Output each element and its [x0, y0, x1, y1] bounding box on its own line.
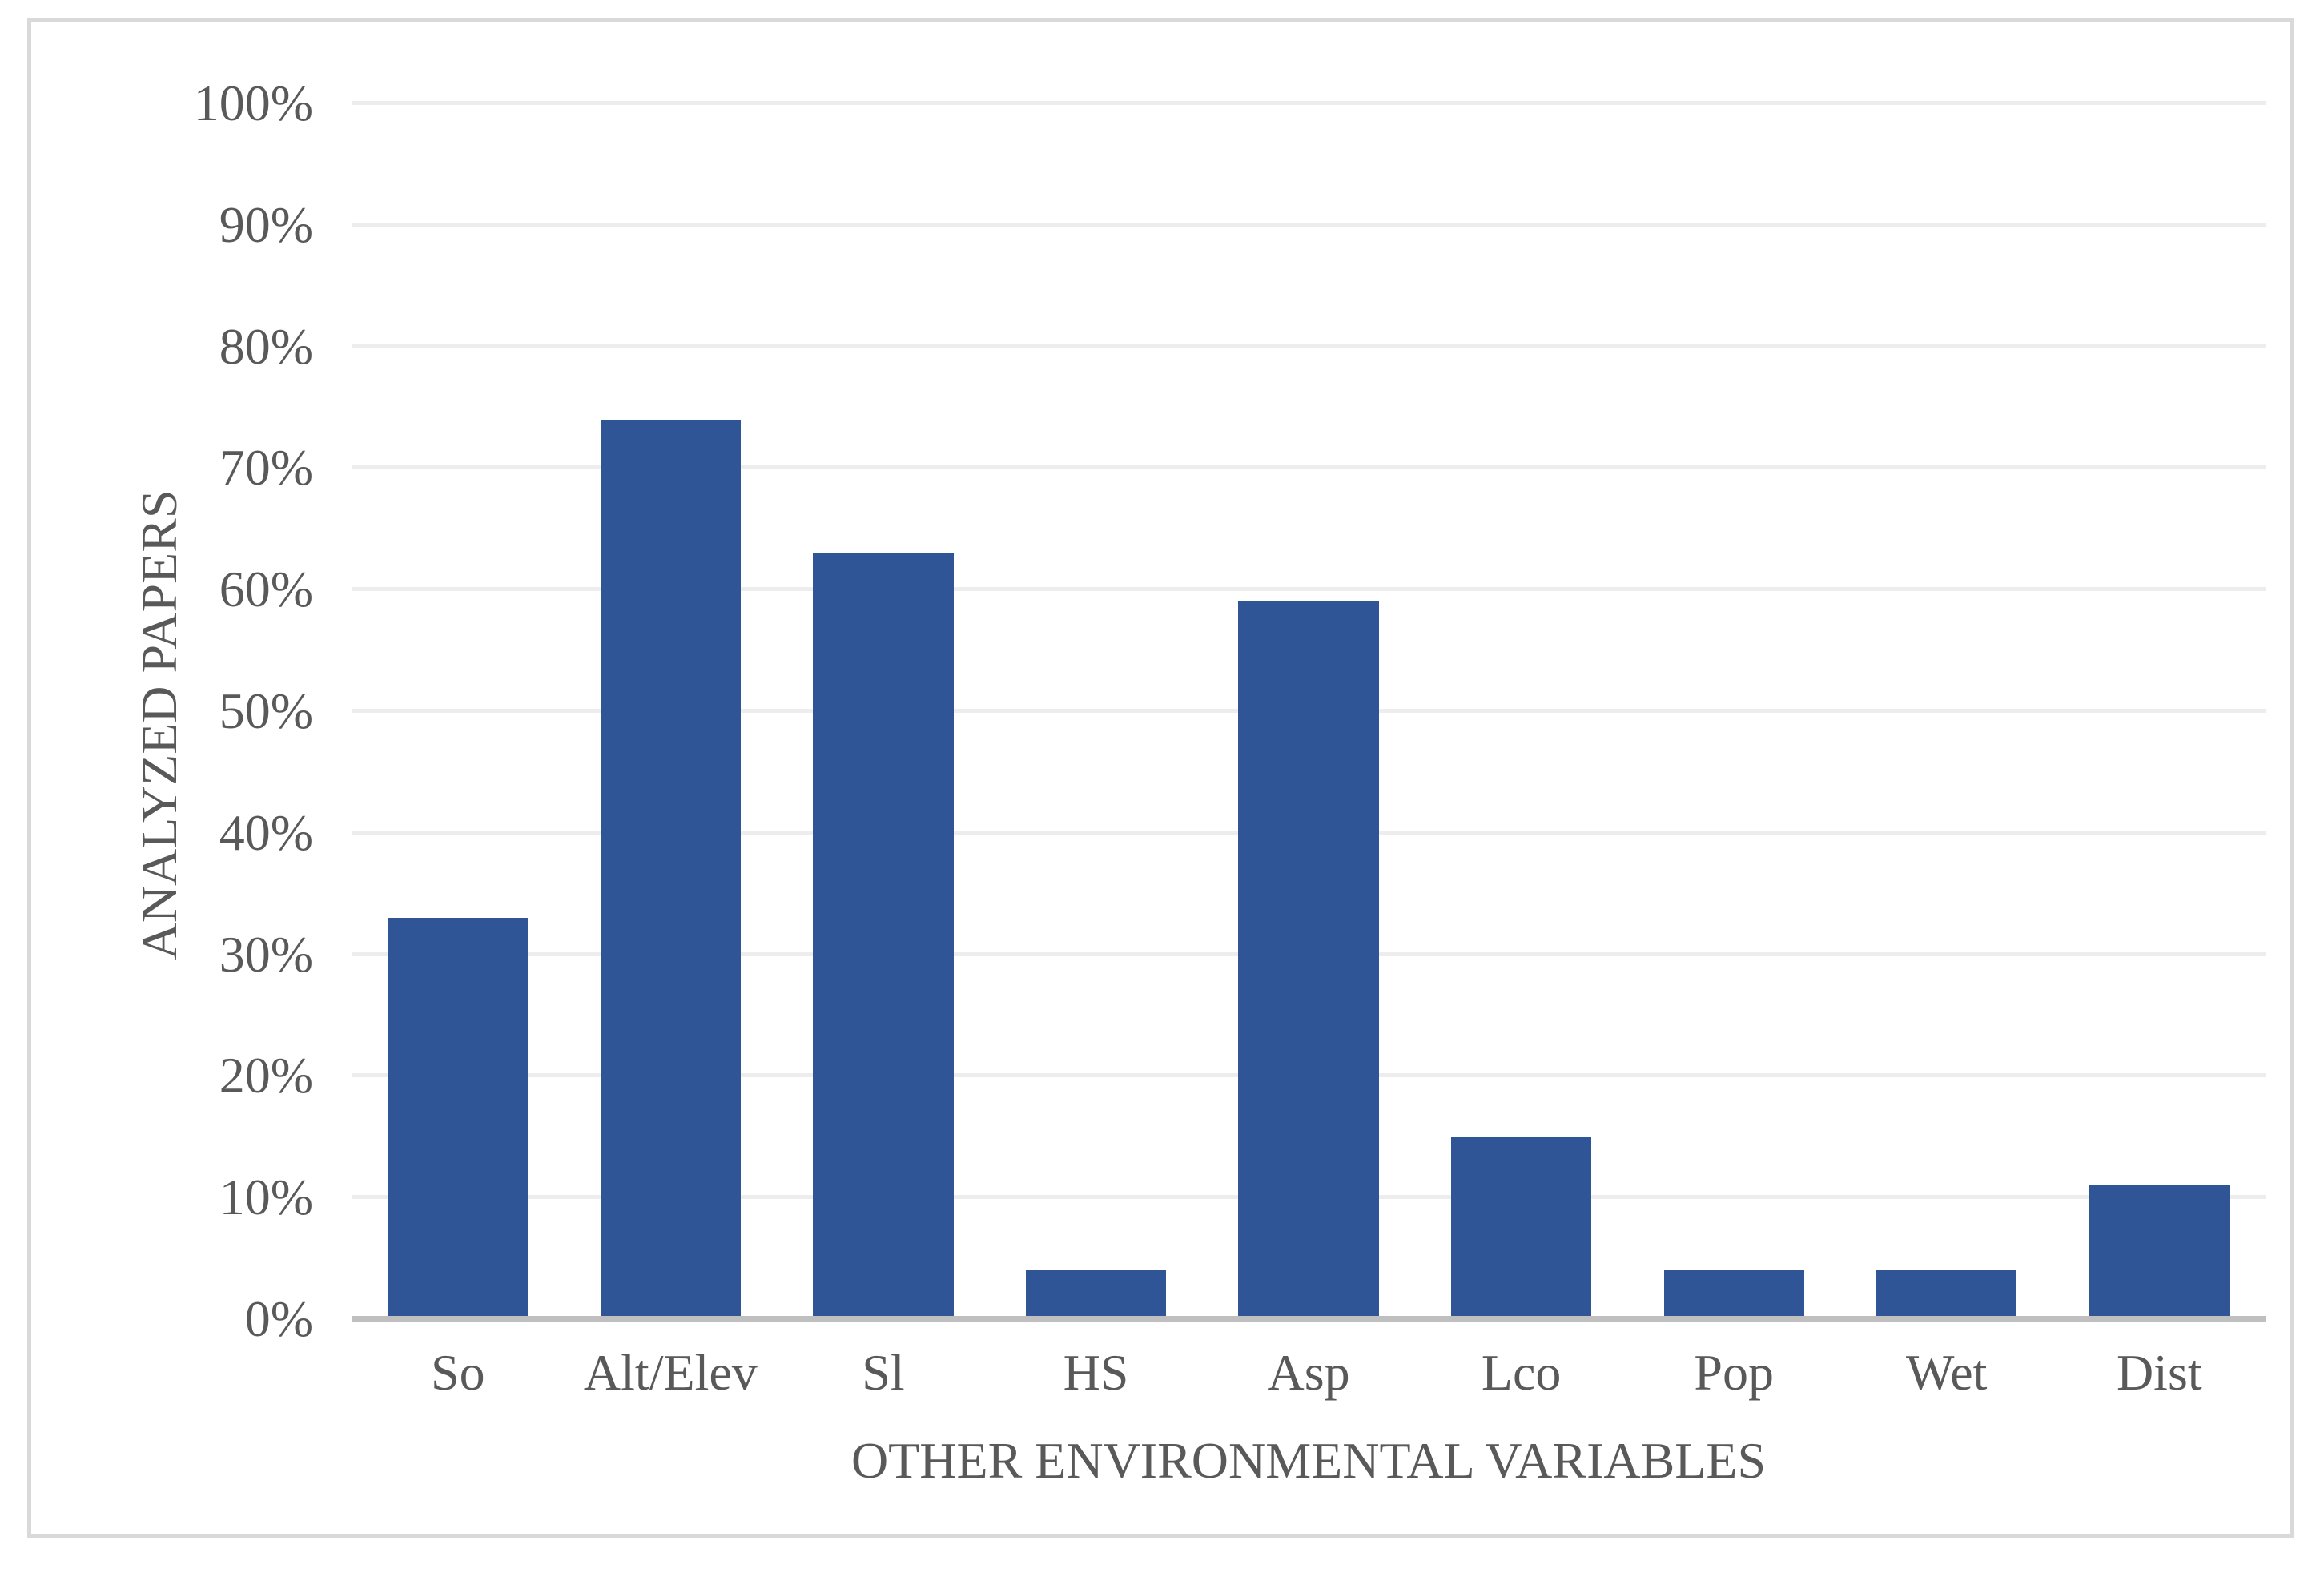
bar-Dist [2089, 1185, 2230, 1319]
bar-slot-Pop [1627, 103, 1840, 1319]
gridline-90 [352, 222, 2266, 227]
bar-slot-Asp [1202, 103, 1415, 1319]
y-axis-tick-labels: 0% 10% 20% 30% 40% 50% 60% 70% 80% 90% 100% [31, 78, 313, 1345]
x-axis-title: OTHER ENVIRONMENTAL VARIABLES [850, 1432, 1767, 1489]
bar-slot-Sl [777, 103, 990, 1319]
y-tick-label-10pct: 10% [219, 1169, 313, 1226]
x-axis-category-labels: So Alt/Elev Sl HS Asp Lco Pop Wet Dist [352, 1345, 2266, 1401]
bar-Lco [1450, 1137, 1592, 1319]
x-category-label-Pop: Pop [1694, 1344, 1774, 1401]
bars-layer [352, 103, 2266, 1319]
x-category-label-So: So [430, 1344, 485, 1401]
bar-Sl [813, 553, 954, 1319]
bar-slot-HS [990, 103, 1203, 1319]
x-category-label-Lco: Lco [1481, 1344, 1562, 1401]
x-category-label-Wet: Wet [1905, 1344, 1988, 1401]
y-tick-label-40pct: 40% [219, 803, 313, 861]
y-tick-label-20pct: 20% [219, 1047, 313, 1104]
bar-Pop [1663, 1270, 1804, 1319]
bar-Wet [1876, 1270, 2017, 1319]
bar-So [388, 918, 529, 1319]
y-tick-label-0pct: 0% [244, 1290, 313, 1347]
bar-slot-Lco [1415, 103, 1628, 1319]
bar-Asp [1238, 601, 1379, 1319]
x-category-label-Asp: Asp [1267, 1344, 1350, 1401]
bar-slot-Dist [2053, 103, 2266, 1319]
bar-slot-Wet [1840, 103, 2053, 1319]
y-tick-label-60pct: 60% [219, 561, 313, 618]
bar-slot-Alt/Elev [565, 103, 778, 1319]
y-tick-label-30pct: 30% [219, 925, 313, 983]
gridline-70 [352, 465, 2266, 470]
bar-HS [1025, 1270, 1167, 1319]
y-tick-label-50pct: 50% [219, 682, 313, 739]
chart-frame: 0% 10% 20% 30% 40% 50% 60% 70% 80% 90% 100% So Alt/… [27, 18, 2294, 1538]
y-tick-label-90pct: 90% [219, 195, 313, 253]
bar-Alt/Elev [600, 419, 741, 1319]
y-tick-label-80pct: 80% [219, 317, 313, 375]
gridline-60 [352, 587, 2266, 592]
y-tick-label-100pct: 100% [193, 74, 313, 131]
y-tick-label-70pct: 70% [219, 439, 313, 497]
x-category-label-Sl: Sl [862, 1344, 905, 1401]
x-category-label-HS: HS [1063, 1344, 1129, 1401]
x-axis-line [352, 1316, 2266, 1322]
gridline-80 [352, 344, 2266, 348]
y-axis-title: ANALYZED PAPERS [131, 489, 187, 960]
x-category-label-Dist: Dist [2116, 1344, 2202, 1401]
gridline-100 [352, 101, 2266, 105]
plot-area [352, 101, 2266, 1322]
x-category-label-Alt/Elev: Alt/Elev [583, 1344, 758, 1401]
bar-slot-So [352, 103, 565, 1319]
